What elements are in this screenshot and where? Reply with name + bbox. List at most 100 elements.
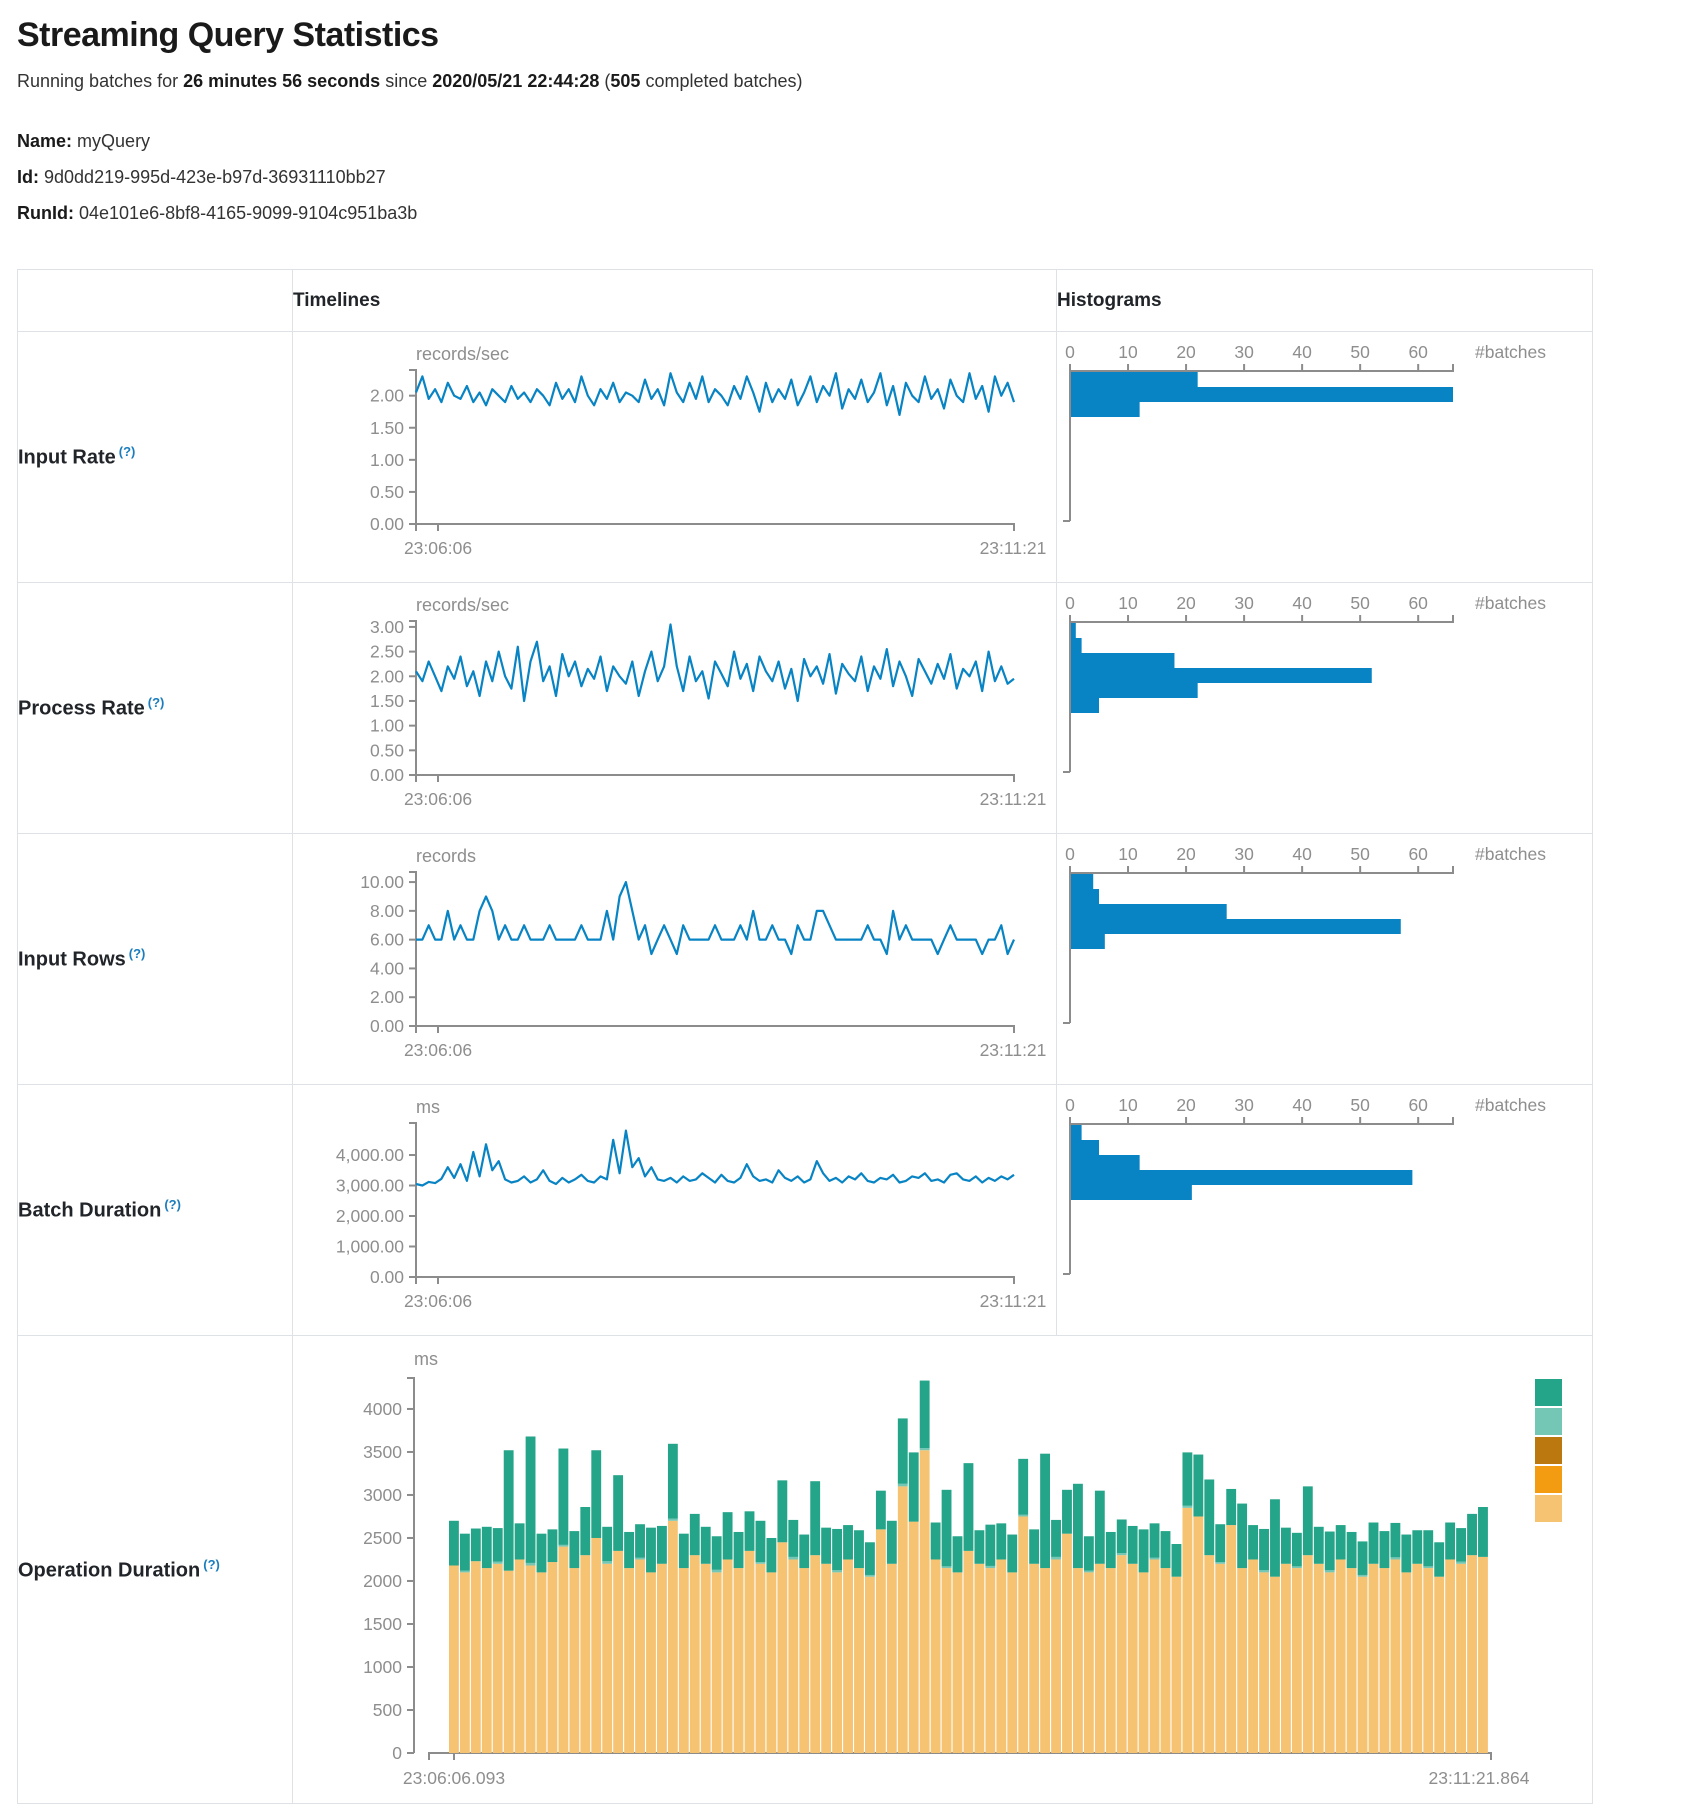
query-id-line: Id: 9d0dd219-995d-423e-b97d-36931110bb27 — [17, 164, 1676, 191]
svg-text:0.00: 0.00 — [370, 765, 404, 785]
svg-text:0.00: 0.00 — [370, 1016, 404, 1036]
svg-text:1.50: 1.50 — [370, 418, 404, 438]
svg-text:3,000.00: 3,000.00 — [336, 1176, 404, 1196]
svg-text:10: 10 — [1118, 342, 1138, 362]
svg-text:40: 40 — [1292, 342, 1312, 362]
svg-text:#batches: #batches — [1475, 342, 1546, 362]
svg-text:0.00: 0.00 — [370, 1267, 404, 1287]
query-runid-label: RunId: — [17, 203, 74, 223]
batch-duration-timeline-chart: ms 4,000.00 3,000.00 2,000.00 1,000.00 0.00 23… — [294, 1086, 1056, 1335]
row-label-input-rows: Input Rows — [18, 948, 126, 971]
row-label-operation-duration: Operation Duration — [18, 1559, 201, 1582]
svg-text:0: 0 — [1065, 342, 1075, 362]
svg-text:1.00: 1.00 — [370, 716, 404, 736]
svg-text:500: 500 — [373, 1700, 402, 1720]
statistics-table: Timelines Histograms Input Rate (?) recor… — [17, 269, 1593, 1804]
running-batches-summary: Running batches for 26 minutes 56 second… — [17, 71, 1676, 92]
svg-text:ms: ms — [414, 1349, 438, 1369]
svg-text:23:06:06: 23:06:06 — [404, 1040, 472, 1060]
help-icon-process-rate[interactable]: (?) — [147, 695, 165, 711]
svg-text:#batches: #batches — [1475, 1095, 1546, 1115]
svg-text:50: 50 — [1350, 342, 1370, 362]
row-label-batch-duration: Batch Duration — [18, 1199, 162, 1222]
svg-text:0: 0 — [1065, 844, 1075, 864]
svg-text:0.50: 0.50 — [370, 482, 404, 502]
svg-text:23:06:06: 23:06:06 — [404, 1291, 472, 1311]
svg-text:2000: 2000 — [363, 1571, 402, 1591]
query-runid-value: 04e101e6-8bf8-4165-9099-9104c951ba3b — [79, 203, 418, 223]
svg-text:40: 40 — [1292, 593, 1312, 613]
svg-text:50: 50 — [1350, 593, 1370, 613]
svg-text:60: 60 — [1408, 844, 1428, 864]
svg-text:2500: 2500 — [363, 1528, 402, 1548]
svg-text:20: 20 — [1176, 1095, 1196, 1115]
query-id-value: 9d0dd219-995d-423e-b97d-36931110bb27 — [44, 167, 386, 187]
svg-text:#batches: #batches — [1475, 844, 1546, 864]
svg-text:2.00: 2.00 — [370, 666, 404, 686]
svg-text:3.00: 3.00 — [370, 617, 404, 637]
process-rate-timeline-chart: records/sec 3.00 2.50 2.00 1.50 1.00 0.50 0.00 2… — [294, 584, 1056, 833]
help-icon-input-rate[interactable]: (?) — [118, 444, 136, 460]
svg-text:6.00: 6.00 — [370, 930, 404, 950]
row-input-rate: Input Rate (?) records/sec 2.00 1.50 1.00 0.5… — [17, 331, 1593, 583]
operation-duration-legend — [1535, 1379, 1562, 1522]
svg-text:30: 30 — [1234, 593, 1254, 613]
row-batch-duration: Batch Duration (?) ms 4,000.00 3,000.00 2,00… — [17, 1084, 1593, 1336]
row-input-rows: Input Rows (?) records 10.00 8.00 6.00 4.00 2.… — [17, 833, 1593, 1085]
svg-text:ms: ms — [416, 1097, 440, 1117]
query-runid-line: RunId: 04e101e6-8bf8-4165-9099-9104c951b… — [17, 200, 1676, 227]
svg-text:0: 0 — [392, 1743, 402, 1763]
svg-text:30: 30 — [1234, 844, 1254, 864]
svg-text:2.50: 2.50 — [370, 642, 404, 662]
summary-prefix: Running batches for — [17, 71, 184, 91]
svg-text:20: 20 — [1176, 593, 1196, 613]
svg-text:60: 60 — [1408, 342, 1428, 362]
row-label-process-rate: Process Rate — [18, 697, 145, 720]
svg-text:50: 50 — [1350, 1095, 1370, 1115]
input-rate-timeline-chart: records/sec 2.00 1.50 1.00 0.50 0.00 23:06:06 2… — [294, 333, 1056, 582]
svg-text:#batches: #batches — [1475, 593, 1546, 613]
streaming-query-statistics-page: Streaming Query Statistics Running batch… — [0, 16, 1693, 1804]
query-name-label: Name: — [17, 131, 73, 151]
input-rows-timeline-chart: records 10.00 8.00 6.00 4.00 2.00 0.00 23:06:06… — [294, 835, 1056, 1084]
svg-text:23:11:21.864: 23:11:21.864 — [1429, 1768, 1530, 1788]
svg-text:60: 60 — [1408, 1095, 1428, 1115]
query-name-value: myQuery — [77, 131, 151, 151]
svg-text:0.00: 0.00 — [370, 514, 404, 534]
svg-text:60: 60 — [1408, 593, 1428, 613]
svg-text:records/sec: records/sec — [416, 344, 509, 364]
help-icon-input-rows[interactable]: (?) — [128, 946, 146, 962]
query-meta: Name: myQuery Id: 9d0dd219-995d-423e-b97… — [17, 128, 1676, 227]
row-operation-duration: Operation Duration (?) ms 4000 3500 3000 2500… — [17, 1335, 1593, 1804]
header-spacer — [17, 269, 293, 332]
table-header-row: Timelines Histograms — [17, 269, 1593, 332]
summary-since-timestamp: 2020/05/21 22:44:28 — [432, 71, 600, 91]
svg-text:1.00: 1.00 — [370, 450, 404, 470]
svg-text:50: 50 — [1350, 844, 1370, 864]
svg-text:4,000.00: 4,000.00 — [336, 1145, 404, 1165]
svg-text:23:06:06.093: 23:06:06.093 — [403, 1768, 505, 1788]
svg-text:20: 20 — [1176, 844, 1196, 864]
query-id-label: Id: — [17, 167, 39, 187]
help-icon-batch-duration[interactable]: (?) — [164, 1197, 181, 1213]
input-rate-histogram-chart: 0 10 20 30 40 50 60 #batches — [1058, 333, 1592, 582]
svg-text:records: records — [416, 846, 476, 866]
svg-text:3500: 3500 — [363, 1442, 402, 1462]
input-rows-histogram-chart: 0 10 20 30 40 50 60 #batches — [1058, 835, 1592, 1084]
page-title: Streaming Query Statistics — [17, 16, 439, 54]
help-icon-operation-duration[interactable]: (?) — [203, 1556, 220, 1572]
svg-text:23:06:06: 23:06:06 — [404, 538, 472, 558]
svg-text:1.50: 1.50 — [370, 691, 404, 711]
svg-text:3000: 3000 — [363, 1485, 402, 1505]
svg-text:4000: 4000 — [363, 1399, 402, 1419]
query-name-line: Name: myQuery — [17, 128, 1676, 155]
svg-text:1000: 1000 — [363, 1657, 402, 1677]
process-rate-histogram-chart: 0 10 20 30 40 50 60 #batches — [1058, 584, 1592, 833]
batch-duration-histogram-chart: 0 10 20 30 40 50 60 #batches — [1058, 1086, 1592, 1335]
svg-text:1,000.00: 1,000.00 — [336, 1237, 404, 1257]
svg-text:0: 0 — [1065, 593, 1075, 613]
svg-text:10: 10 — [1118, 844, 1138, 864]
row-process-rate: Process Rate (?) records/sec 3.00 2.50 2.00 1… — [17, 582, 1593, 834]
summary-paren-open: ( — [599, 71, 611, 91]
svg-text:1500: 1500 — [363, 1614, 402, 1634]
